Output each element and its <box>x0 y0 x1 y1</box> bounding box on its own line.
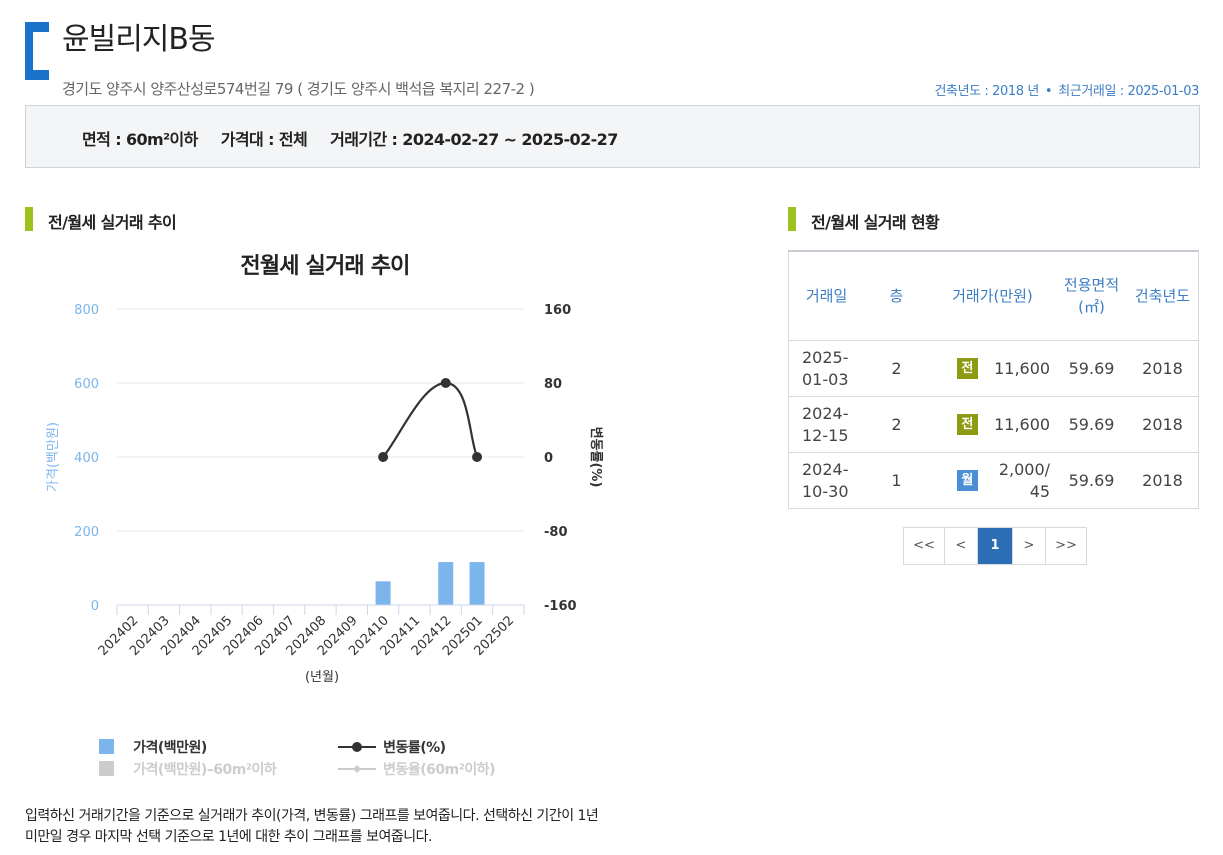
col-header-date[interactable]: 거래일 <box>788 250 865 341</box>
property-meta: 건축년도 : 2018 년 • 최근거래일 : 2025-01-03 <box>934 80 1199 99</box>
y-tick-label-right: -80 <box>544 525 568 540</box>
price-bar <box>438 562 454 605</box>
col-header-floor[interactable]: 층 <box>864 250 929 341</box>
page-last-button[interactable]: >> <box>1045 528 1086 564</box>
filter-price: 가격대 : 전체 <box>220 130 308 149</box>
change-rate-point <box>378 452 389 462</box>
built-year: 건축년도 : 2018 년 <box>934 84 1039 99</box>
y-tick-label-right: 160 <box>544 303 571 318</box>
y-tick-label-left: 600 <box>74 377 99 392</box>
cell-year: 2018 <box>1127 340 1199 397</box>
price-bar <box>469 562 485 605</box>
cell-date: 2024-12-15 <box>788 396 865 453</box>
transaction-table: 거래일 층 거래가(만원) 전용면적(㎡) 건축년도 2025-01-03 2 전 1… <box>788 250 1199 509</box>
chart-title: 전월세 실거래 추이 <box>240 254 410 279</box>
x-axis-label: (년월) <box>305 670 339 685</box>
page-prev-button[interactable]: < <box>944 528 977 564</box>
legend-price-60[interactable]: 가격(백만원)–60m²이하 <box>99 758 277 779</box>
deal-type-badge: 월 <box>956 470 978 491</box>
cell-area: 59.69 <box>1056 452 1127 509</box>
legend-change-label: 변동률(%) <box>383 739 446 756</box>
page-title: 윤빌리지B동 <box>62 22 216 57</box>
table-row: 2024-12-15 2 전 11,600 59.69 2018 <box>788 396 1199 453</box>
status-section-bar <box>788 207 796 231</box>
page-1-button[interactable]: 1 <box>977 528 1012 564</box>
price-value: 11,600 <box>994 414 1051 434</box>
legend-price[interactable]: 가격(백만원) <box>99 736 207 757</box>
cell-floor: 1 <box>864 452 929 509</box>
price-value: 2,000/45 <box>998 459 1051 501</box>
trend-section-bar <box>25 207 33 231</box>
cell-price: 월 2,000/45 <box>928 452 1057 509</box>
price-value: 11,600 <box>994 358 1051 378</box>
last-trade-date: 최근거래일 : 2025-01-03 <box>1058 84 1199 99</box>
deal-type-badge: 전 <box>956 414 978 435</box>
change-rate-point <box>472 452 483 462</box>
table-row: 2024-10-30 1 월 2,000/45 59.69 2018 <box>788 452 1199 509</box>
legend-price-60-swatch <box>99 761 114 776</box>
y-tick-label-left: 0 <box>91 599 99 614</box>
legend-change[interactable]: 변동률(%) <box>338 736 446 757</box>
y-tick-label-left: 800 <box>74 303 99 318</box>
property-address: 경기도 양주시 양주산성로574번길 79 ( 경기도 양주시 백석읍 복지리 … <box>62 80 535 98</box>
filter-period: 거래기간 : 2024-02-27 ~ 2025-02-27 <box>330 130 618 149</box>
col-header-area[interactable]: 전용면적(㎡) <box>1056 250 1127 341</box>
y-tick-label-right: 0 <box>544 451 553 466</box>
y-tick-label-right: -160 <box>544 599 577 614</box>
deal-type-badge: 전 <box>956 358 978 379</box>
filter-area: 면적 : 60m²이하 <box>82 130 198 149</box>
page-next-button[interactable]: > <box>1012 528 1045 564</box>
legend-change-marker <box>338 742 376 752</box>
cell-price: 전 11,600 <box>928 396 1057 453</box>
cell-area: 59.69 <box>1056 340 1127 397</box>
legend-price-60-label: 가격(백만원)–60m²이하 <box>133 761 277 778</box>
legend-price-label: 가격(백만원) <box>133 739 207 756</box>
cell-floor: 2 <box>864 340 929 397</box>
page-first-button[interactable]: << <box>913 538 935 553</box>
cell-year: 2018 <box>1127 452 1199 509</box>
cell-floor: 2 <box>864 396 929 453</box>
y-axis-label-right: 변동률(%) <box>588 427 603 488</box>
title-accent-bar <box>25 22 49 80</box>
chart-footnote: 입력하신 거래기간을 기준으로 실거래가 추이(가격, 변동률) 그래프를 보여… <box>25 808 599 845</box>
cell-area: 59.69 <box>1056 396 1127 453</box>
table-header-row: 거래일 층 거래가(만원) 전용면적(㎡) 건축년도 <box>788 250 1199 341</box>
cell-date: 2024-10-30 <box>788 452 865 509</box>
price-bar <box>375 581 391 605</box>
y-tick-label-left: 200 <box>74 525 99 540</box>
trend-section-heading: 전/월세 실거래 추이 <box>48 213 177 232</box>
col-header-price[interactable]: 거래가(만원) <box>928 250 1057 341</box>
legend-price-swatch <box>99 739 114 754</box>
cell-date: 2025-01-03 <box>788 340 865 397</box>
col-header-year[interactable]: 건축년도 <box>1127 250 1199 341</box>
y-tick-label-right: 80 <box>544 377 562 392</box>
legend-change-60[interactable]: 변동율(60m²이하) <box>338 758 495 779</box>
filter-summary: 면적 : 60m²이하 가격대 : 전체 거래기간 : 2024-02-27 ~… <box>25 105 1200 168</box>
legend-change-60-label: 변동율(60m²이하) <box>383 761 495 778</box>
pagination: << < 1 > >> <box>903 527 1087 565</box>
table-row: 2025-01-03 2 전 11,600 59.69 2018 <box>788 340 1199 397</box>
y-tick-label-left: 400 <box>74 451 99 466</box>
change-rate-line <box>382 381 479 458</box>
meta-separator: • <box>1044 84 1053 99</box>
y-axis-label-left: 가격(백만원) <box>46 422 61 492</box>
status-section-heading: 전/월세 실거래 현황 <box>811 213 940 232</box>
change-rate-point <box>440 378 451 388</box>
cell-year: 2018 <box>1127 396 1199 453</box>
cell-price: 전 11,600 <box>928 340 1057 397</box>
legend-change-60-marker <box>338 765 376 773</box>
